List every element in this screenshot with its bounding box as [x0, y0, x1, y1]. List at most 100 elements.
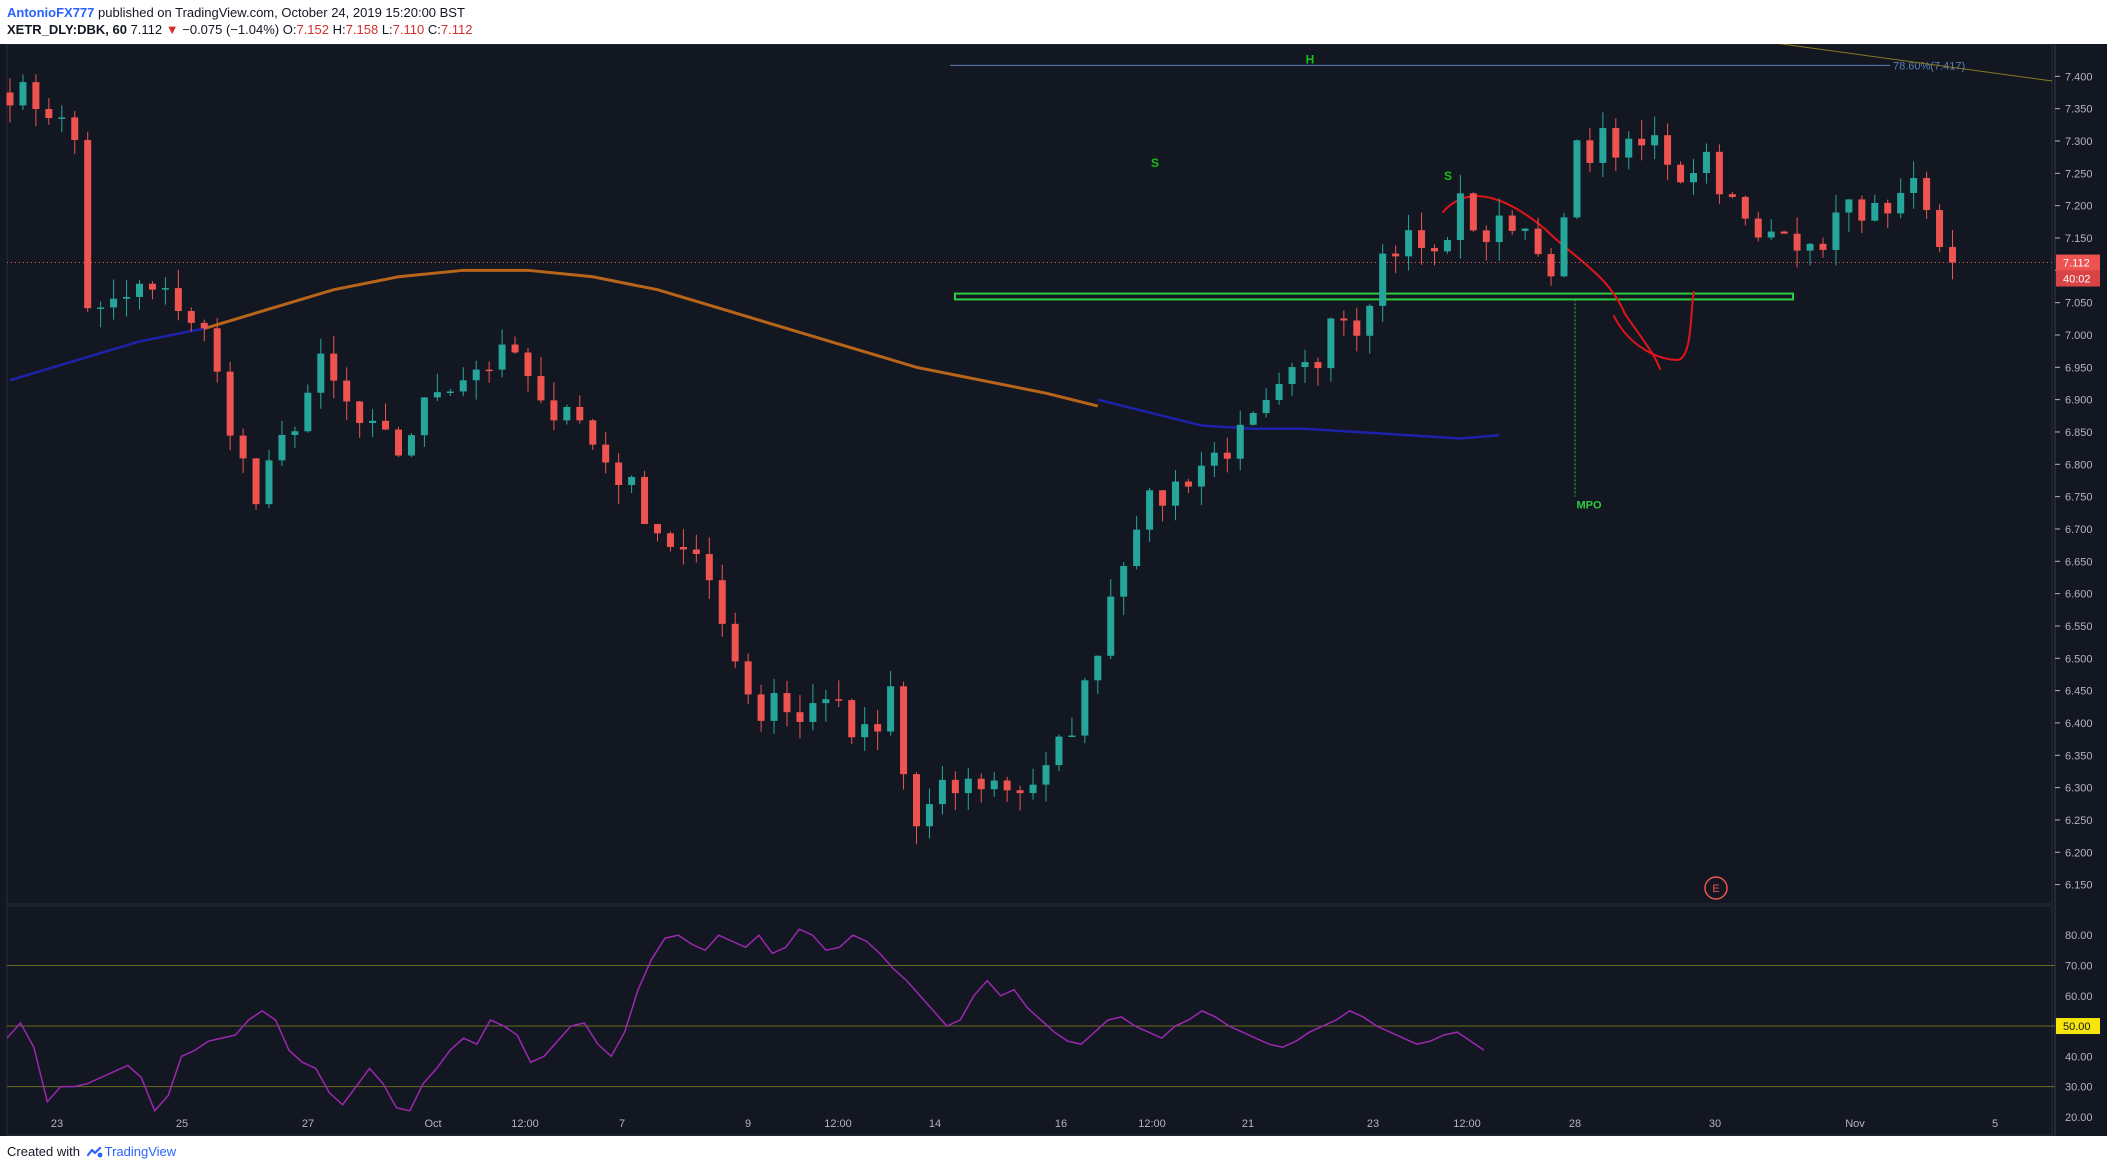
price-tick-label: 6.850	[2065, 427, 2093, 439]
tradingview-link[interactable]: TradingView	[104, 1144, 177, 1159]
time-tick-label: 12:00	[511, 1118, 539, 1130]
time-tick-label: 12:00	[1453, 1118, 1481, 1130]
candle-down	[1715, 151, 1723, 195]
candle-down	[654, 523, 661, 534]
candle-down	[71, 117, 79, 140]
change-arrow-icon: ▼	[165, 22, 179, 37]
candle-down	[615, 462, 623, 486]
rsi-tick-label: 70.00	[2065, 960, 2093, 972]
candle-down	[1314, 362, 1322, 369]
trend-line	[1778, 44, 2053, 82]
last-price: 7.112	[130, 22, 163, 37]
candle-up	[990, 780, 998, 790]
symbol-label[interactable]: XETR_DLY:DBK, 60	[7, 22, 127, 37]
time-tick-label: 12:00	[824, 1118, 852, 1130]
countdown-badge	[2056, 270, 2100, 287]
candle-down	[1159, 490, 1167, 506]
candle-down	[148, 283, 156, 290]
price-chart[interactable]: 78.60%(7.417) MPO S H S E 80.00 70.00 60.00 50.0…	[0, 44, 2107, 1136]
candle-down	[692, 549, 700, 555]
candle-up	[1262, 399, 1270, 414]
time-tick-label: 5	[1992, 1118, 1998, 1130]
candle-up	[1845, 199, 1853, 213]
candle-down	[32, 82, 40, 110]
candle-down	[796, 712, 804, 722]
high-label: H:	[332, 22, 346, 37]
candle-down	[174, 288, 182, 311]
projection-drawing-tail	[1613, 291, 1695, 362]
candle-down	[213, 328, 221, 372]
price-tick-label: 6.550	[2065, 621, 2093, 633]
candle-up	[822, 699, 830, 704]
price-tick-label: 7.350	[2065, 104, 2093, 116]
candle-up	[472, 369, 480, 381]
rsi-tick-label: 40.00	[2065, 1051, 2093, 1063]
close-label: C:	[427, 22, 441, 37]
time-tick-label: Nov	[1845, 1118, 1865, 1130]
rsi-pane-border	[6, 905, 2053, 1136]
candle-up	[1068, 735, 1076, 738]
time-tick-label: 14	[929, 1118, 941, 1130]
candle-up	[1236, 424, 1244, 459]
tradingview-logo-icon	[86, 1146, 103, 1158]
high-value: 7.158	[345, 22, 379, 37]
candle-up	[1249, 413, 1257, 425]
candle-down	[252, 458, 260, 505]
candle-up	[369, 420, 377, 424]
time-tick-label: 27	[302, 1118, 314, 1130]
time-axis[interactable]: 23 25 27 Oct 12:00 7 9 12:00 14 16 12:00 21 23 12:00 2…	[51, 1118, 1998, 1130]
candle-down	[757, 694, 765, 721]
candle-up	[1690, 173, 1697, 183]
earnings-marker-icon	[1704, 876, 1728, 900]
candle-down	[951, 779, 959, 794]
price-tick-label: 6.800	[2065, 459, 2093, 471]
footer: Created with TradingView	[7, 1144, 176, 1159]
candle-up	[1702, 151, 1710, 174]
pattern-label: H	[1306, 52, 1315, 66]
candle-down	[511, 344, 519, 353]
candle-up	[1094, 655, 1102, 681]
candle-up	[925, 804, 933, 827]
rsi-tick-label: 60.00	[2065, 991, 2093, 1003]
candle-up	[433, 392, 441, 398]
candle-up	[446, 391, 454, 393]
candle-down	[226, 371, 234, 436]
target-label: MPO	[1576, 500, 1602, 512]
candle-up	[265, 460, 273, 505]
candle-up	[459, 380, 467, 392]
candle-down	[576, 406, 584, 421]
price-tick-label: 7.000	[2065, 330, 2093, 342]
candle-down	[1612, 128, 1620, 158]
price-axis[interactable]: 7.4007.3507.3007.2507.2007.1507.1007.050…	[2055, 71, 2100, 892]
candle-up	[498, 344, 506, 370]
price-tick-label: 6.900	[2065, 395, 2093, 407]
candle-up	[97, 307, 105, 309]
candle-down	[1431, 248, 1438, 252]
time-tick-label: 7	[619, 1118, 625, 1130]
rsi-current-badge	[2056, 1018, 2100, 1035]
candle-up	[770, 693, 778, 721]
candle-up	[1133, 529, 1141, 567]
candle-up	[861, 724, 869, 738]
candles[interactable]	[6, 74, 1957, 845]
candle-up	[1210, 452, 1218, 466]
candle-down	[1664, 135, 1672, 165]
candle-up	[1275, 383, 1283, 400]
candle-down	[1508, 215, 1516, 231]
rsi-tick-label: 80.00	[2065, 930, 2093, 942]
moving-average-long	[203, 268, 1099, 408]
candle-down	[783, 693, 791, 713]
price-pane-border	[6, 44, 2053, 905]
candle-down	[1340, 318, 1348, 321]
candle-up	[809, 703, 817, 722]
author-link[interactable]: AntonioFX777	[7, 5, 95, 20]
candle-down	[187, 310, 195, 323]
pattern-label: S	[1444, 169, 1452, 183]
price-tick-label: 6.300	[2065, 783, 2093, 795]
last-price-badge	[2056, 254, 2100, 271]
price-tick-label: 6.700	[2065, 524, 2093, 536]
candle-down	[900, 686, 908, 775]
candle-up	[1456, 193, 1464, 240]
candle-up	[1029, 784, 1037, 794]
